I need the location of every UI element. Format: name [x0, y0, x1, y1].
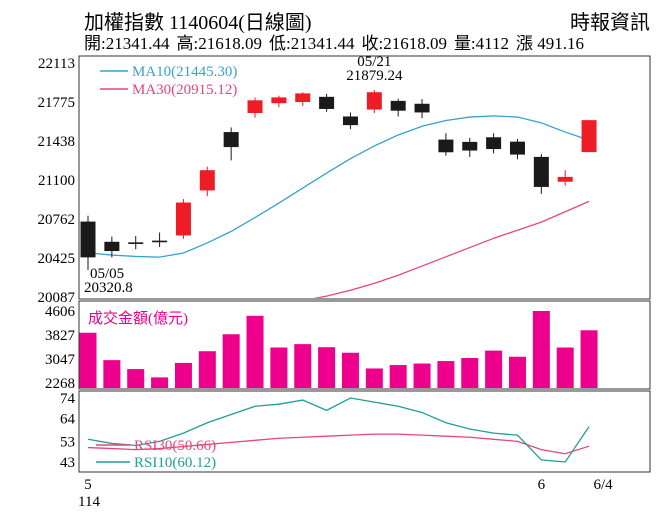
candle — [223, 127, 239, 161]
candle — [462, 137, 478, 157]
main-panel-border — [78, 55, 651, 300]
candle — [271, 95, 287, 108]
volume-bar — [508, 356, 526, 388]
price-tick-label: 22113 — [38, 56, 75, 72]
price-tick-label: 21100 — [38, 173, 75, 189]
header: 加權指數 1140604(日線圖) 時報資訊 — [84, 6, 650, 35]
volume-bar — [556, 347, 574, 388]
volume-bar — [246, 315, 264, 388]
candle — [438, 133, 454, 156]
candle — [533, 154, 549, 194]
candle — [414, 99, 430, 119]
volume-bar — [365, 368, 383, 388]
rsi30-line — [87, 433, 590, 455]
ma10-legend-label: MA10(21445.30) — [132, 64, 237, 80]
quote-line: 開:21341.44 高:21618.09 低:21341.44 收:21618.09… — [84, 29, 591, 54]
chart-title: 加權指數 1140604(日線圖) — [84, 12, 312, 34]
candle — [557, 170, 573, 186]
price-tick-label: 21775 — [38, 95, 76, 111]
volume-tick-label: 4606 — [45, 304, 76, 320]
price-tick-label: 21438 — [38, 134, 76, 150]
volume-tick-label: 3827 — [45, 328, 76, 344]
volume-bar — [437, 361, 455, 388]
ma10-line — [87, 115, 590, 258]
volume-bar — [341, 352, 359, 388]
quote-change: 漲 491.16 — [516, 34, 585, 53]
volume-bar — [532, 311, 550, 388]
volume-bar — [127, 369, 145, 388]
candle — [247, 97, 263, 118]
price-tick-label: 20425 — [38, 251, 76, 267]
candle — [152, 232, 168, 247]
volume-bar — [222, 334, 240, 388]
ma30-legend-label: MA30(20915.12) — [132, 82, 237, 98]
x-tick-label: 5 — [84, 477, 92, 493]
rsi-tick-label: 64 — [60, 412, 76, 428]
quote-low: 低:21341.44 — [268, 34, 355, 53]
volume-bar — [151, 377, 169, 388]
price-tick-label: 20762 — [38, 212, 76, 228]
candle — [175, 199, 191, 239]
volume-bar — [103, 360, 121, 388]
candle — [342, 112, 358, 130]
annotation: 05/05 — [90, 266, 124, 282]
candle — [80, 215, 96, 270]
quote-close: 收:21618.09 — [361, 34, 447, 53]
volume-bar — [413, 363, 431, 388]
volume-bar — [461, 357, 479, 388]
rsi30-legend-label: RSI30(50.66) — [134, 438, 216, 454]
ma30-line — [313, 200, 590, 298]
candle — [486, 133, 502, 154]
candle — [390, 98, 406, 117]
year-label: 114 — [78, 494, 100, 510]
volume-bar — [270, 347, 288, 388]
annotation: 20320.8 — [84, 280, 133, 296]
x-tick-label: 6/4 — [593, 477, 613, 493]
candle — [199, 166, 215, 197]
volume-panel-border — [78, 300, 651, 390]
volume-title: 成交金額(億元) — [88, 309, 188, 327]
volume-bar — [198, 351, 216, 388]
quote-high: 高:21618.09 — [176, 34, 262, 53]
annotation: 21879.24 — [346, 68, 403, 84]
candle — [319, 93, 335, 112]
volume-bar — [318, 347, 336, 388]
candle — [104, 236, 120, 258]
price-tick-label: 20087 — [38, 290, 76, 306]
quote-volume: 量:4112 — [453, 34, 510, 53]
candle — [581, 120, 597, 153]
rsi-panel-border — [78, 390, 651, 473]
volume-tick-label: 3047 — [45, 352, 76, 368]
rsi-tick-label: 43 — [60, 455, 75, 471]
candle — [366, 89, 382, 114]
volume-tick-label: 2268 — [45, 376, 75, 392]
volume-bar — [294, 344, 312, 388]
candle — [509, 138, 525, 160]
rsi10-line — [87, 397, 590, 463]
rsi-tick-label: 53 — [60, 434, 75, 450]
volume-bar — [485, 350, 503, 388]
source-label: 時報資訊 — [570, 12, 650, 34]
candle — [128, 236, 144, 250]
rsi10-legend-label: RSI10(60.12) — [134, 455, 216, 471]
volume-bar — [580, 330, 598, 388]
volume-bar — [174, 362, 192, 388]
candle — [295, 92, 311, 107]
quote-open: 開:21341.44 — [84, 34, 170, 53]
x-tick-label: 6 — [538, 477, 546, 493]
annotation: 05/21 — [357, 54, 391, 70]
volume-bar — [389, 365, 407, 388]
volume-bar — [79, 332, 97, 388]
rsi-tick-label: 74 — [60, 391, 76, 407]
